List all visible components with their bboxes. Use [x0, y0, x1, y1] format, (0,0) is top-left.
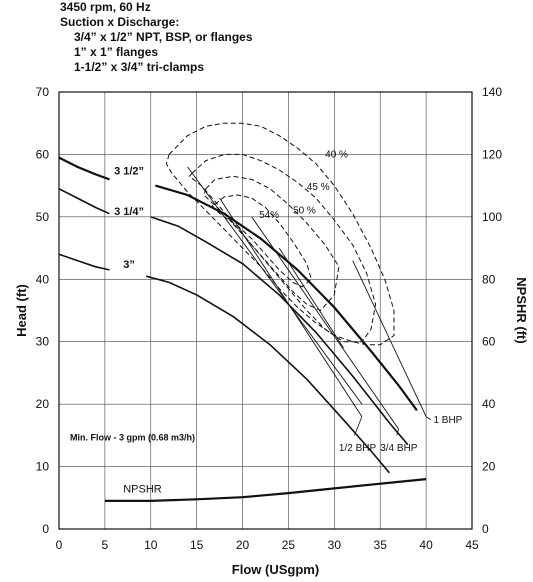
bhp-leader — [425, 416, 431, 421]
impeller-curve — [58, 188, 110, 215]
bhp-label: 1 BHP — [433, 415, 462, 426]
efficiency-curve — [203, 175, 340, 312]
y-tick-label: 60 — [36, 147, 50, 161]
bhp-line — [251, 216, 399, 430]
y-tick-label: 20 — [36, 397, 50, 411]
bhp-line — [187, 166, 363, 405]
plot-frame — [58, 91, 473, 530]
x-tick-label: 5 — [102, 538, 109, 552]
impeller-curve — [150, 216, 409, 446]
bhp-leader — [354, 416, 363, 436]
y2-tick-label: 20 — [482, 460, 496, 474]
y2-tick-label: 60 — [482, 335, 496, 349]
efficiency-curve — [188, 153, 377, 343]
bhp-line — [278, 247, 344, 349]
y-tick-label: 0 — [42, 522, 49, 536]
efficiency-curve — [165, 122, 395, 346]
y-tick-label: 50 — [36, 210, 50, 224]
header-connection-npt: 3/4” x 1/2” NPT, BSP, or flanges — [74, 30, 253, 44]
impeller-curve — [145, 275, 391, 474]
y2-tick-label: 140 — [482, 85, 502, 99]
x-tick-label: 20 — [236, 538, 250, 552]
min-flow-annotation: Min. Flow - 3 gpm (0.68 m3/h) — [70, 432, 195, 442]
impeller-label: 3 1/4” — [114, 206, 144, 218]
x-tick-label: 30 — [328, 538, 342, 552]
x-tick-label: 0 — [56, 538, 63, 552]
x-tick-label: 10 — [144, 538, 158, 552]
x-tick-label: 25 — [282, 538, 296, 552]
y-axis-label: Head (ft) — [14, 284, 29, 337]
y2-axis-label: NPSHR (ft) — [514, 277, 529, 343]
npshr-curve — [104, 478, 427, 502]
y-tick-label: 10 — [36, 460, 50, 474]
bhp-leader — [396, 429, 399, 436]
impeller-label: 3” — [123, 259, 135, 271]
y2-tick-label: 100 — [482, 210, 502, 224]
y2-tick-label: 0 — [482, 522, 489, 536]
y2-tick-label: 80 — [482, 272, 496, 286]
impeller-curve — [58, 253, 110, 271]
bhp-line — [352, 260, 427, 417]
header-speed: 3450 rpm, 60 Hz — [60, 0, 151, 14]
efficiency-label: 54% — [259, 210, 279, 221]
impeller-curve — [58, 156, 110, 181]
efficiency-label: 50 % — [293, 206, 316, 217]
x-tick-label: 15 — [190, 538, 204, 552]
x-axis-label: Flow (USgpm) — [232, 562, 319, 577]
x-tick-label: 40 — [419, 538, 433, 552]
y-tick-label: 40 — [36, 272, 50, 286]
y2-tick-label: 40 — [482, 397, 496, 411]
header-connection-triclamps: 1-1/2” x 3/4” tri-clamps — [74, 60, 205, 74]
impeller-curve — [155, 184, 418, 412]
impeller-label: 3 1/2” — [114, 165, 144, 177]
y-tick-label: 70 — [36, 85, 50, 99]
npshr-label: NPSHR — [123, 483, 162, 495]
efficiency-label: 45 % — [307, 182, 330, 193]
bhp-label: 1/2 BHP — [339, 443, 377, 454]
header-suction-discharge: Suction x Discharge: — [60, 15, 180, 29]
y-tick-label: 30 — [36, 335, 50, 349]
x-tick-label: 35 — [374, 538, 388, 552]
y2-tick-label: 120 — [482, 147, 502, 161]
efficiency-label: 40 % — [325, 150, 348, 161]
x-tick-label: 45 — [465, 538, 479, 552]
header-connection-flanges: 1” x 1” flanges — [74, 45, 159, 59]
bhp-label: 3/4 BHP — [380, 443, 418, 454]
